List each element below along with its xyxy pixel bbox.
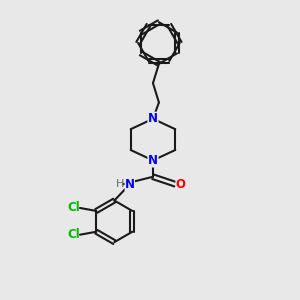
Text: O: O	[176, 178, 186, 191]
Text: N: N	[148, 154, 158, 167]
Text: Cl: Cl	[68, 228, 80, 241]
Text: N: N	[148, 112, 158, 125]
Text: H: H	[116, 179, 124, 189]
Text: N: N	[125, 178, 135, 191]
Text: Cl: Cl	[68, 202, 80, 214]
